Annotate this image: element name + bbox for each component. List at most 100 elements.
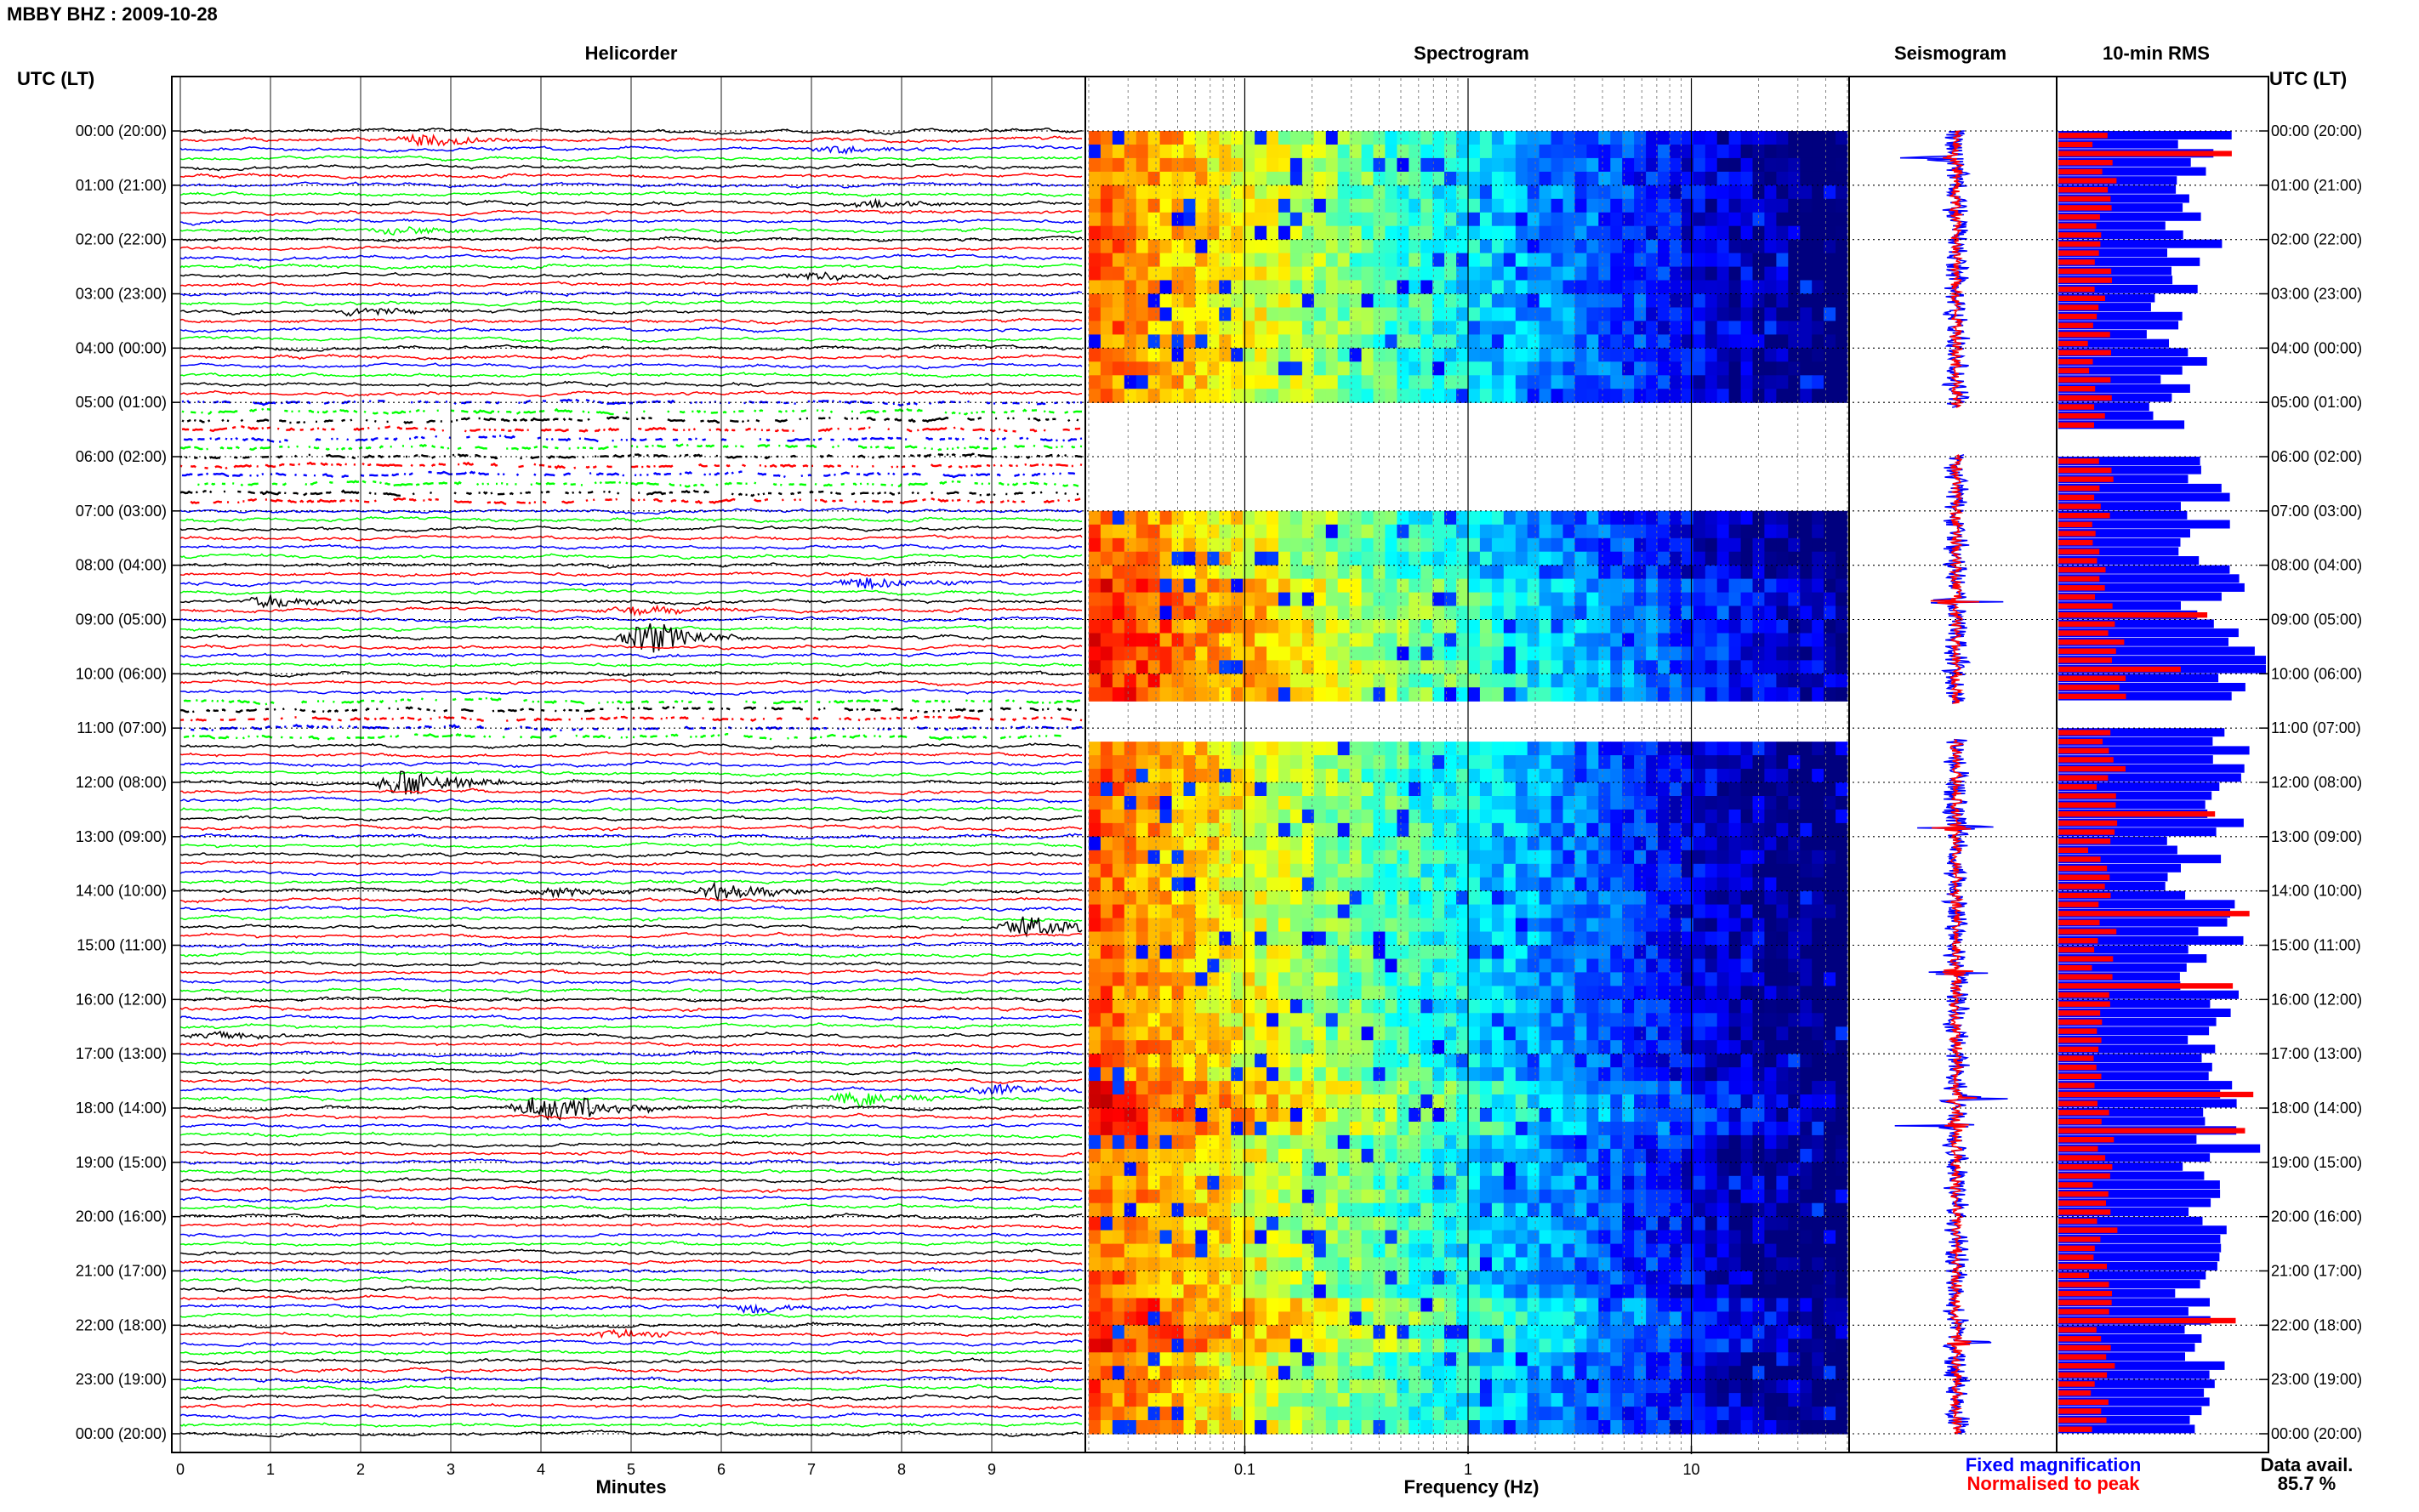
- spectrogram-cell: [1361, 1148, 1375, 1163]
- spectrogram-cell: [1219, 1108, 1232, 1123]
- spectrogram-cell: [1183, 958, 1196, 974]
- spectrogram-cell: [1089, 918, 1101, 933]
- spectrogram-cell: [1824, 850, 1836, 865]
- spectrogram-cell: [1219, 266, 1232, 281]
- spectrogram-cell: [1171, 904, 1185, 919]
- spectrogram-cell: [1219, 1040, 1232, 1054]
- spectrogram-cell: [1278, 1040, 1291, 1054]
- spectrogram-cell: [1681, 389, 1694, 403]
- spectrogram-cell: [1136, 1081, 1149, 1095]
- spectrogram-cell: [1468, 687, 1481, 702]
- spectrogram-cell: [1301, 131, 1315, 145]
- spectrogram-cell: [1349, 361, 1363, 376]
- spectrogram-cell: [1456, 1134, 1469, 1150]
- spectrogram-cell: [1456, 687, 1469, 702]
- spectrogram-cell: [1491, 1094, 1505, 1109]
- spectrogram-cell: [1551, 877, 1564, 892]
- spectrogram-cell: [1515, 1257, 1528, 1272]
- spectrogram-cell: [1562, 945, 1575, 960]
- spectrogram-cell: [1468, 1175, 1481, 1191]
- spectrogram-cell: [1646, 239, 1659, 254]
- spectrogram-cell: [1124, 145, 1137, 159]
- spectrogram-cell: [1634, 1081, 1647, 1095]
- spectrogram-cell: [1243, 863, 1255, 878]
- spectrogram-cell: [1491, 674, 1505, 688]
- spectrogram-cell: [1432, 1243, 1445, 1259]
- spectrogram-cell: [1349, 1067, 1363, 1082]
- spectrogram-cell: [1515, 1148, 1528, 1163]
- spectrogram-cell: [1325, 822, 1339, 838]
- spectrogram-cell: [1159, 1134, 1173, 1150]
- spectrogram-cell: [1385, 782, 1397, 797]
- spectrogram-cell: [1491, 1243, 1505, 1259]
- spectrogram-cell: [1728, 904, 1742, 919]
- spectrogram-cell: [1836, 565, 1848, 580]
- spectrogram-cell: [1456, 674, 1469, 688]
- spectrogram-cell: [1491, 1189, 1505, 1204]
- spectrogram-cell: [1551, 157, 1564, 173]
- spectrogram-cell: [1231, 687, 1244, 702]
- spectrogram-cell: [1183, 782, 1196, 797]
- spectrogram-cell: [1728, 605, 1742, 621]
- spectrogram-cell: [1468, 822, 1481, 838]
- spectrogram-cell: [1136, 1202, 1149, 1218]
- spectrogram-cell: [1562, 131, 1575, 145]
- spectrogram-cell: [1432, 904, 1445, 919]
- spectrogram-cell: [1195, 389, 1208, 403]
- spectrogram-cell: [1124, 1284, 1137, 1299]
- spectrogram-cell: [1740, 578, 1754, 594]
- spectrogram-cell: [1373, 836, 1386, 851]
- spectrogram-cell: [1728, 157, 1742, 173]
- spectrogram-cell: [1266, 836, 1279, 851]
- spectrogram-cell: [1586, 524, 1599, 539]
- spectrogram-cell: [1337, 389, 1351, 403]
- spectrogram-cell: [1278, 1081, 1291, 1095]
- spectrogram-cell: [1812, 1216, 1824, 1231]
- spectrogram-cell: [1278, 321, 1291, 335]
- spectrogram-cell: [1231, 131, 1244, 145]
- spectrogram-cell: [1705, 524, 1718, 539]
- spectrogram-cell: [1337, 931, 1351, 946]
- spectrogram-cell: [1444, 972, 1457, 986]
- spectrogram-cell: [1812, 239, 1824, 254]
- spectrogram-cell: [1349, 510, 1363, 526]
- spectrogram-cell: [1716, 1081, 1730, 1095]
- spectrogram-cell: [1503, 986, 1517, 1000]
- spectrogram-cell: [1551, 1040, 1564, 1054]
- spectrogram-cell: [1124, 850, 1137, 865]
- spectrogram-cell: [1420, 510, 1433, 526]
- spectrogram-cell: [1183, 1081, 1196, 1095]
- spectrogram-cell: [1646, 280, 1659, 295]
- spectrogram-cell: [1574, 1162, 1587, 1177]
- spectrogram-cell: [1325, 796, 1339, 810]
- spectrogram-cell: [1313, 185, 1327, 200]
- spectrogram-cell: [1562, 537, 1575, 553]
- spectrogram-cell: [1669, 633, 1682, 648]
- spectrogram-cell: [1255, 605, 1267, 621]
- spectrogram-cell: [1562, 660, 1575, 674]
- spectrogram-cell: [1705, 769, 1718, 783]
- spectrogram-cell: [1171, 1284, 1185, 1299]
- spectrogram-cell: [1397, 592, 1409, 607]
- spectrogram-cell: [1325, 1284, 1339, 1299]
- spectrogram-cell: [1788, 687, 1801, 702]
- spectrogram-cell: [1693, 945, 1706, 960]
- spectrogram-cell: [1147, 361, 1161, 376]
- spectrogram-cell: [1231, 809, 1244, 824]
- spectrogram-cell: [1574, 131, 1587, 145]
- spectrogram-cell: [1337, 1189, 1351, 1204]
- spectrogram-cell: [1301, 850, 1315, 865]
- spectrogram-cell: [1622, 999, 1635, 1014]
- spectrogram-cell: [1301, 822, 1315, 838]
- spectrogram-cell: [1349, 131, 1363, 145]
- spectrogram-cell: [1289, 809, 1303, 824]
- spectrogram-cell: [1562, 605, 1575, 621]
- spectrogram-cell: [1503, 592, 1517, 607]
- spectrogram-cell: [1693, 348, 1706, 362]
- spectrogram-cell: [1491, 836, 1505, 851]
- spectrogram-cell: [1207, 1122, 1220, 1136]
- spectrogram-cell: [1313, 660, 1327, 674]
- spectrogram-cell: [1681, 1162, 1694, 1177]
- spectrogram-cell: [1219, 904, 1232, 919]
- spectrogram-cell: [1562, 674, 1575, 688]
